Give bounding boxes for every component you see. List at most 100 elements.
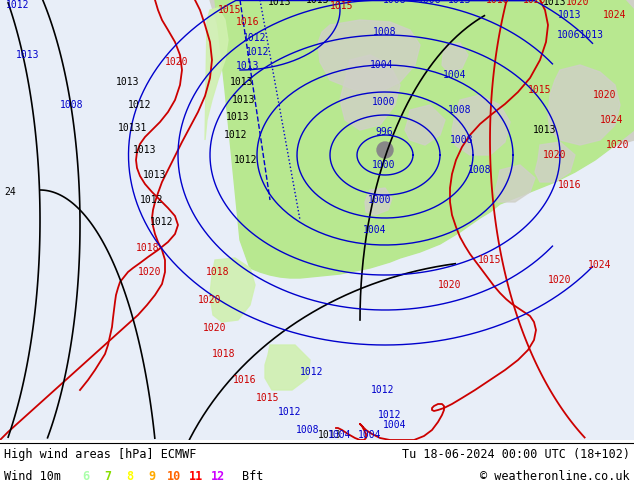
Text: 1013: 1013 bbox=[116, 77, 139, 87]
Text: 1015: 1015 bbox=[218, 5, 242, 15]
Text: 1012: 1012 bbox=[224, 130, 248, 140]
Text: 1000: 1000 bbox=[368, 195, 392, 205]
Text: 10: 10 bbox=[167, 469, 181, 483]
Text: 1024: 1024 bbox=[603, 10, 627, 20]
Text: 1020: 1020 bbox=[593, 90, 617, 100]
Text: 1013: 1013 bbox=[318, 430, 342, 440]
Text: 1013: 1013 bbox=[133, 145, 157, 155]
Polygon shape bbox=[265, 345, 310, 390]
Text: 24: 24 bbox=[4, 187, 16, 197]
Text: 1013: 1013 bbox=[226, 112, 250, 122]
Text: 1015: 1015 bbox=[528, 85, 552, 95]
Text: 8: 8 bbox=[126, 469, 134, 483]
Text: 1024: 1024 bbox=[600, 115, 624, 125]
Text: 1013: 1013 bbox=[230, 77, 254, 87]
Polygon shape bbox=[210, 0, 634, 240]
Text: 1008: 1008 bbox=[296, 425, 320, 435]
Text: 1013: 1013 bbox=[559, 10, 582, 20]
Text: 6: 6 bbox=[82, 469, 89, 483]
Text: Wind 10m: Wind 10m bbox=[4, 469, 61, 483]
Polygon shape bbox=[452, 95, 510, 155]
Text: 1015: 1015 bbox=[330, 1, 354, 11]
Text: 1012: 1012 bbox=[6, 0, 30, 10]
Text: 1016: 1016 bbox=[233, 375, 257, 385]
Text: 1012: 1012 bbox=[150, 217, 174, 227]
Polygon shape bbox=[365, 188, 392, 215]
Text: 10131: 10131 bbox=[119, 123, 148, 133]
Text: © weatheronline.co.uk: © weatheronline.co.uk bbox=[481, 469, 630, 483]
Text: 1008: 1008 bbox=[469, 165, 492, 175]
Text: 1008: 1008 bbox=[448, 105, 472, 115]
Text: 1012: 1012 bbox=[278, 407, 302, 417]
Text: 1015: 1015 bbox=[478, 255, 501, 265]
Text: 1020: 1020 bbox=[198, 295, 222, 305]
Text: 1020: 1020 bbox=[165, 57, 189, 67]
Polygon shape bbox=[405, 105, 445, 145]
Text: 1013: 1013 bbox=[268, 0, 292, 7]
Polygon shape bbox=[318, 20, 420, 92]
Polygon shape bbox=[205, 8, 228, 140]
Text: 1024: 1024 bbox=[588, 260, 612, 270]
Text: 1006: 1006 bbox=[418, 0, 442, 5]
Polygon shape bbox=[548, 65, 620, 145]
Text: 1016: 1016 bbox=[486, 0, 510, 5]
Text: 7: 7 bbox=[105, 469, 112, 483]
Text: 1020: 1020 bbox=[523, 0, 547, 5]
Text: 1000: 1000 bbox=[372, 160, 396, 170]
Text: 1013: 1013 bbox=[306, 0, 330, 5]
Text: 1012: 1012 bbox=[372, 385, 395, 395]
Text: 1012: 1012 bbox=[140, 195, 164, 205]
Text: 1020: 1020 bbox=[138, 267, 162, 277]
Text: 1004: 1004 bbox=[383, 420, 407, 430]
Text: 1013: 1013 bbox=[236, 61, 260, 71]
Text: 1012: 1012 bbox=[128, 100, 152, 110]
Text: 1020: 1020 bbox=[606, 140, 630, 150]
Text: 996: 996 bbox=[375, 127, 393, 137]
Text: 1004: 1004 bbox=[358, 430, 382, 440]
Polygon shape bbox=[442, 43, 468, 72]
Text: 1012: 1012 bbox=[301, 367, 324, 377]
Text: 1012: 1012 bbox=[378, 410, 402, 420]
Text: 1015: 1015 bbox=[256, 393, 280, 403]
Text: 11: 11 bbox=[189, 469, 203, 483]
Text: 1012: 1012 bbox=[246, 47, 269, 57]
Polygon shape bbox=[535, 142, 575, 182]
Text: 1013: 1013 bbox=[543, 0, 567, 7]
Polygon shape bbox=[215, 0, 634, 278]
Text: 1020: 1020 bbox=[566, 0, 590, 7]
Circle shape bbox=[377, 142, 393, 158]
Text: 1008: 1008 bbox=[373, 27, 397, 37]
Text: 1012: 1012 bbox=[234, 155, 258, 165]
Text: 1004: 1004 bbox=[363, 225, 387, 235]
Text: 1008: 1008 bbox=[60, 100, 84, 110]
Text: 1020: 1020 bbox=[438, 280, 462, 290]
Text: 1008: 1008 bbox=[450, 135, 474, 145]
Text: 1013: 1013 bbox=[16, 50, 40, 60]
Text: Bft: Bft bbox=[242, 469, 263, 483]
Polygon shape bbox=[495, 165, 535, 202]
Text: High wind areas [hPa] ECMWF: High wind areas [hPa] ECMWF bbox=[4, 447, 197, 461]
Text: 10061013: 10061013 bbox=[557, 30, 604, 40]
Text: 1012: 1012 bbox=[243, 33, 267, 43]
Text: 1020: 1020 bbox=[543, 150, 567, 160]
Text: 1013: 1013 bbox=[143, 170, 167, 180]
Text: 1020: 1020 bbox=[204, 323, 227, 333]
Text: 1013: 1013 bbox=[448, 0, 472, 5]
Text: 1008: 1008 bbox=[383, 0, 407, 5]
Text: 1018: 1018 bbox=[206, 267, 230, 277]
Text: 1018: 1018 bbox=[136, 243, 160, 253]
Text: 1016: 1016 bbox=[236, 17, 260, 27]
Text: 1004: 1004 bbox=[328, 430, 352, 440]
Text: 1013: 1013 bbox=[533, 125, 557, 135]
Polygon shape bbox=[210, 258, 255, 322]
Text: 1016: 1016 bbox=[559, 180, 582, 190]
Text: 1000: 1000 bbox=[372, 97, 396, 107]
Text: 1004: 1004 bbox=[370, 60, 394, 70]
Text: 1018: 1018 bbox=[212, 349, 236, 359]
Text: 1020: 1020 bbox=[548, 275, 572, 285]
Text: 9: 9 bbox=[148, 469, 155, 483]
Text: 1004: 1004 bbox=[443, 70, 467, 80]
Polygon shape bbox=[340, 55, 400, 130]
Text: Tu 18-06-2024 00:00 UTC (18+102): Tu 18-06-2024 00:00 UTC (18+102) bbox=[402, 447, 630, 461]
Text: 12: 12 bbox=[211, 469, 225, 483]
